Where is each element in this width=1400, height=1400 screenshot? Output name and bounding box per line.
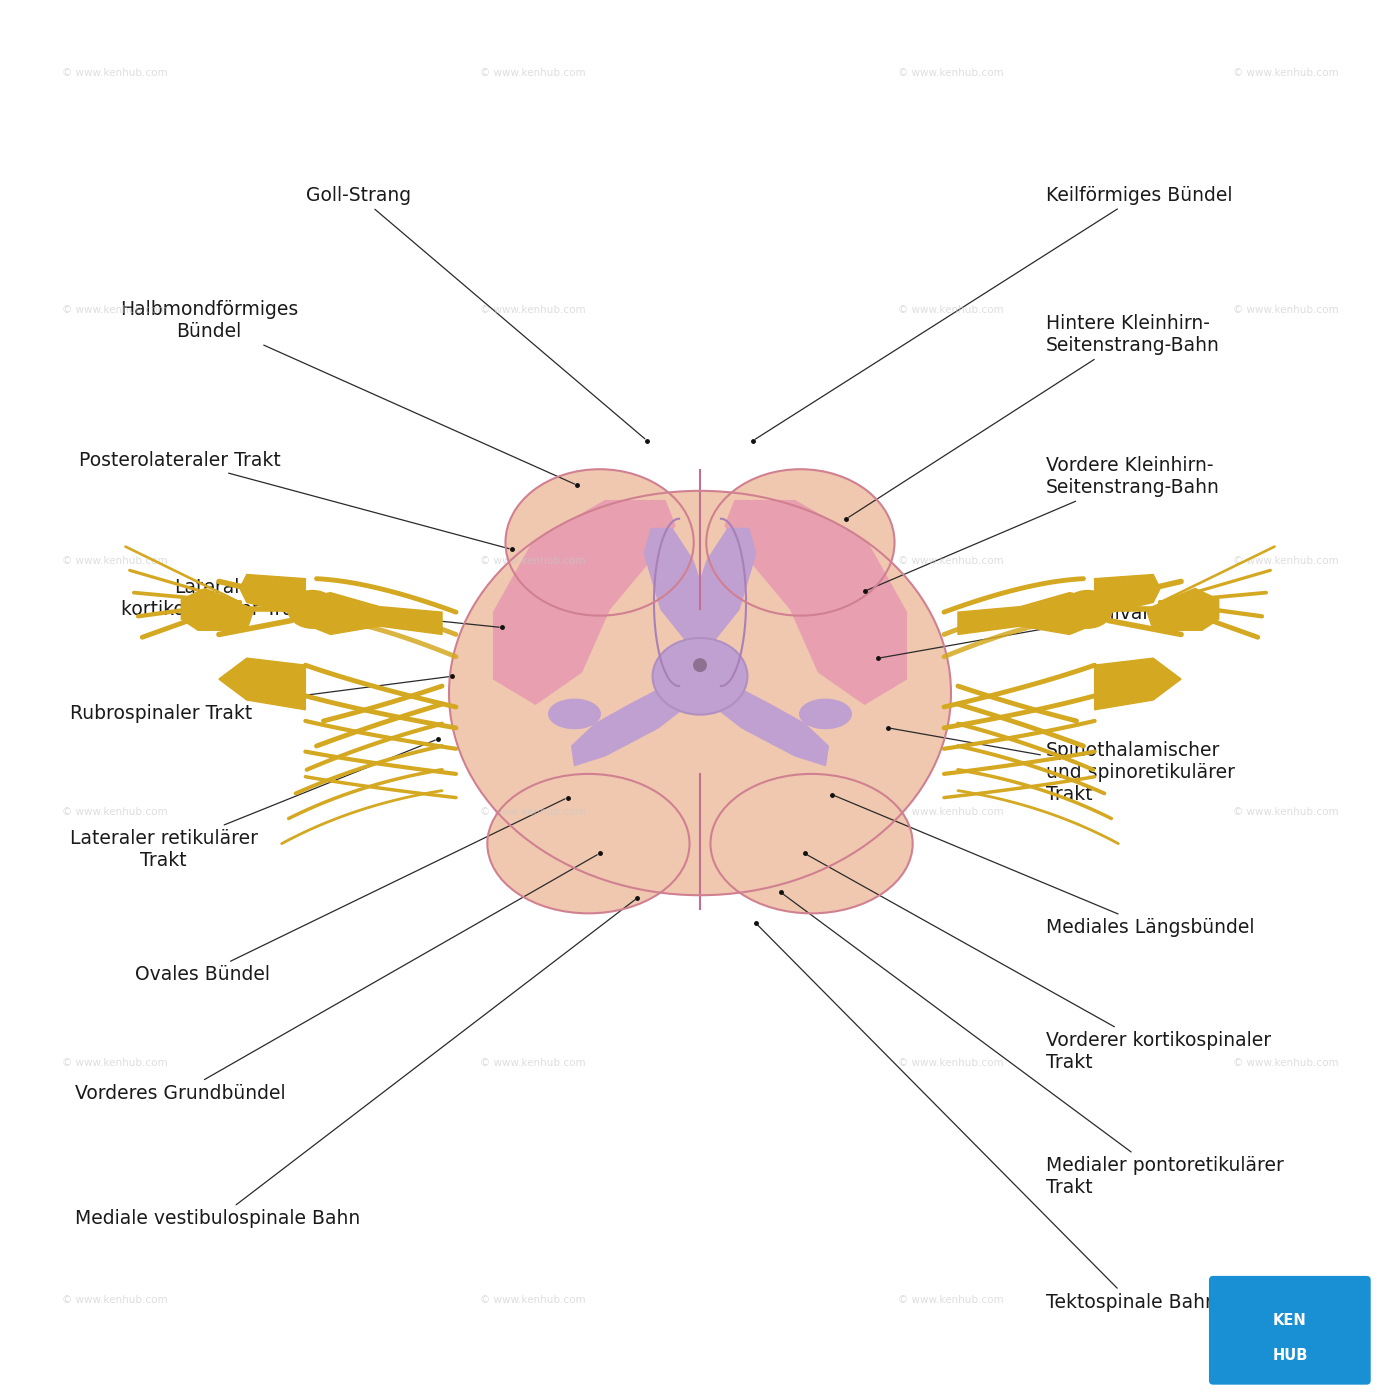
Text: © www.kenhub.com: © www.kenhub.com <box>1233 305 1338 315</box>
Text: © www.kenhub.com: © www.kenhub.com <box>899 305 1004 315</box>
Ellipse shape <box>487 774 690 913</box>
Text: © www.kenhub.com: © www.kenhub.com <box>62 67 167 77</box>
Text: © www.kenhub.com: © www.kenhub.com <box>480 1295 585 1305</box>
Ellipse shape <box>706 469 895 616</box>
Polygon shape <box>1147 588 1219 630</box>
Text: © www.kenhub.com: © www.kenhub.com <box>62 806 167 816</box>
Text: Mediales Längsbündel: Mediales Längsbündel <box>834 795 1254 937</box>
Text: © www.kenhub.com: © www.kenhub.com <box>62 556 167 566</box>
Text: Spinoolivare Bahn: Spinoolivare Bahn <box>881 603 1215 658</box>
Text: Tektospinale Bahn: Tektospinale Bahn <box>757 925 1217 1312</box>
Polygon shape <box>1095 658 1182 710</box>
Text: © www.kenhub.com: © www.kenhub.com <box>480 1057 585 1068</box>
Text: © www.kenhub.com: © www.kenhub.com <box>899 1057 1004 1068</box>
Ellipse shape <box>547 699 601 729</box>
Text: Vorderes Grundbündel: Vorderes Grundbündel <box>76 855 598 1103</box>
Polygon shape <box>958 592 1098 634</box>
Ellipse shape <box>505 469 694 616</box>
FancyBboxPatch shape <box>1210 1275 1371 1385</box>
Text: Halbmondförmiges
Bündel: Halbmondförmiges Bündel <box>120 300 575 484</box>
Polygon shape <box>571 686 689 766</box>
Ellipse shape <box>449 491 951 895</box>
Text: Spinothalamischer
und spinoretikulärer
Trakt: Spinothalamischer und spinoretikulärer T… <box>890 728 1235 804</box>
Ellipse shape <box>1063 589 1113 629</box>
Polygon shape <box>302 592 442 634</box>
Polygon shape <box>181 588 253 630</box>
Text: Goll-Strang: Goll-Strang <box>305 186 645 438</box>
Text: © www.kenhub.com: © www.kenhub.com <box>480 556 585 566</box>
Text: Vorderer kortikospinaler
Trakt: Vorderer kortikospinaler Trakt <box>806 855 1271 1072</box>
Text: Posterolateraler Trakt: Posterolateraler Trakt <box>80 451 510 549</box>
Polygon shape <box>218 658 305 710</box>
Ellipse shape <box>710 774 913 913</box>
Text: © www.kenhub.com: © www.kenhub.com <box>899 67 1004 77</box>
Polygon shape <box>725 501 906 704</box>
Text: © www.kenhub.com: © www.kenhub.com <box>1233 556 1338 566</box>
Ellipse shape <box>287 589 337 629</box>
Ellipse shape <box>652 638 748 714</box>
Text: Ovales Bündel: Ovales Bündel <box>136 799 566 984</box>
Text: Rubrospinaler Trakt: Rubrospinaler Trakt <box>70 676 449 724</box>
Text: © www.kenhub.com: © www.kenhub.com <box>1233 806 1338 816</box>
Text: © www.kenhub.com: © www.kenhub.com <box>899 1295 1004 1305</box>
Polygon shape <box>1095 574 1161 616</box>
Polygon shape <box>644 528 707 644</box>
Text: © www.kenhub.com: © www.kenhub.com <box>899 556 1004 566</box>
Text: © www.kenhub.com: © www.kenhub.com <box>1233 1295 1338 1305</box>
Text: Lateraler
kortikospinaler Trakt: Lateraler kortikospinaler Trakt <box>122 578 500 627</box>
Text: Mediale vestibulospinale Bahn: Mediale vestibulospinale Bahn <box>76 900 636 1228</box>
Text: HUB: HUB <box>1273 1348 1308 1362</box>
Polygon shape <box>711 686 829 766</box>
Text: Vordere Kleinhirn-
Seitenstrang-Bahn: Vordere Kleinhirn- Seitenstrang-Bahn <box>867 456 1219 591</box>
Text: © www.kenhub.com: © www.kenhub.com <box>62 1295 167 1305</box>
Text: Lateraler retikulärer
Trakt: Lateraler retikulärer Trakt <box>70 741 435 869</box>
Text: © www.kenhub.com: © www.kenhub.com <box>1249 1376 1362 1386</box>
Text: Hintere Kleinhirn-
Seitenstrang-Bahn: Hintere Kleinhirn- Seitenstrang-Bahn <box>848 314 1219 517</box>
Text: © www.kenhub.com: © www.kenhub.com <box>62 305 167 315</box>
Text: Medialer pontoretikulärer
Trakt: Medialer pontoretikulärer Trakt <box>783 895 1284 1197</box>
Text: © www.kenhub.com: © www.kenhub.com <box>480 67 585 77</box>
Text: KEN: KEN <box>1273 1313 1306 1329</box>
Text: © www.kenhub.com: © www.kenhub.com <box>480 305 585 315</box>
Text: © www.kenhub.com: © www.kenhub.com <box>899 806 1004 816</box>
Text: © www.kenhub.com: © www.kenhub.com <box>62 1057 167 1068</box>
Polygon shape <box>239 574 305 616</box>
Text: © www.kenhub.com: © www.kenhub.com <box>1233 67 1338 77</box>
Ellipse shape <box>693 658 707 672</box>
Ellipse shape <box>799 699 853 729</box>
Text: © www.kenhub.com: © www.kenhub.com <box>1233 1057 1338 1068</box>
Polygon shape <box>693 528 756 644</box>
Polygon shape <box>494 501 675 704</box>
Text: Keilförmiges Bündel: Keilförmiges Bündel <box>756 186 1232 440</box>
Text: © www.kenhub.com: © www.kenhub.com <box>480 806 585 816</box>
